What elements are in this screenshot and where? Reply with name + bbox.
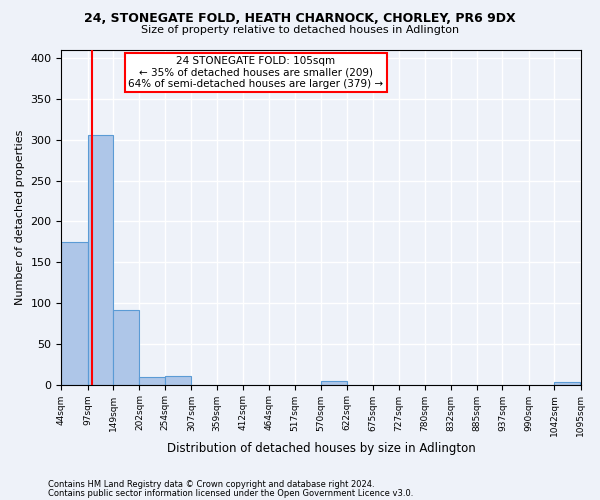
Bar [165,376,191,384]
Bar [113,310,139,384]
Bar [139,378,165,384]
Text: 24, STONEGATE FOLD, HEATH CHARNOCK, CHORLEY, PR6 9DX: 24, STONEGATE FOLD, HEATH CHARNOCK, CHOR… [84,12,516,26]
Text: Contains HM Land Registry data © Crown copyright and database right 2024.: Contains HM Land Registry data © Crown c… [48,480,374,489]
Bar [88,135,113,384]
Text: 24 STONEGATE FOLD: 105sqm
← 35% of detached houses are smaller (209)
64% of semi: 24 STONEGATE FOLD: 105sqm ← 35% of detac… [128,56,383,89]
Y-axis label: Number of detached properties: Number of detached properties [15,130,25,305]
X-axis label: Distribution of detached houses by size in Adlington: Distribution of detached houses by size … [167,442,475,455]
Bar [61,242,88,384]
Text: Contains public sector information licensed under the Open Government Licence v3: Contains public sector information licen… [48,488,413,498]
Bar [554,382,580,384]
Bar [321,382,347,384]
Text: Size of property relative to detached houses in Adlington: Size of property relative to detached ho… [141,25,459,35]
